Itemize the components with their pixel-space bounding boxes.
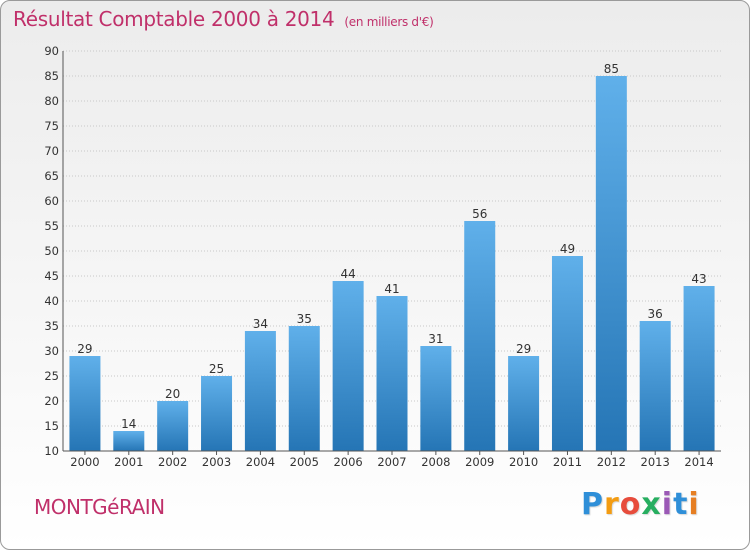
y-tick-label: 90 xyxy=(44,44,59,58)
x-tick-label: 2002 xyxy=(158,455,187,469)
logo-letter: t xyxy=(673,487,689,522)
value-label: 36 xyxy=(648,307,663,321)
value-label: 49 xyxy=(560,242,575,256)
value-label: 43 xyxy=(691,272,706,286)
y-tick-label: 50 xyxy=(44,244,59,258)
chart-title: Résultat Comptable 2000 à 2014 xyxy=(13,7,335,31)
bar-2001 xyxy=(113,431,145,451)
y-tick-label: 40 xyxy=(44,294,59,308)
bar-2009 xyxy=(464,221,496,451)
x-tick-label: 2004 xyxy=(246,455,275,469)
value-label: 29 xyxy=(516,342,531,356)
y-tick-label: 45 xyxy=(44,269,59,283)
value-label: 31 xyxy=(428,332,443,346)
x-tick-label: 2006 xyxy=(333,455,362,469)
bar-2000 xyxy=(69,356,101,451)
value-label: 14 xyxy=(121,417,136,431)
value-label: 29 xyxy=(77,342,92,356)
value-label: 85 xyxy=(604,62,619,76)
y-tick-label: 10 xyxy=(44,444,59,458)
y-tick-label: 25 xyxy=(44,369,59,383)
bar-2011 xyxy=(551,256,583,451)
x-tick-label: 2007 xyxy=(377,455,406,469)
y-tick-label: 15 xyxy=(44,419,59,433)
x-tick-label: 2013 xyxy=(641,455,670,469)
x-tick-label: 2009 xyxy=(465,455,494,469)
value-label: 20 xyxy=(165,387,180,401)
y-tick-label: 70 xyxy=(44,144,59,158)
logo-letter: i xyxy=(661,487,674,522)
value-label: 34 xyxy=(253,317,268,331)
bars: 29 14 20 25 34 35 44 41 31 56 29 49 85 36 43 xyxy=(69,62,715,451)
logo-letter: x xyxy=(641,487,662,522)
y-tick-label: 80 xyxy=(44,94,59,108)
proxiti-logo: Proxiti xyxy=(581,487,700,522)
bar-2007 xyxy=(376,296,408,451)
x-tick-label: 2000 xyxy=(70,455,99,469)
logo-letter: o xyxy=(619,487,642,522)
logo-letter: i xyxy=(688,487,700,522)
y-tick-label: 35 xyxy=(44,319,59,333)
value-label: 41 xyxy=(384,282,399,296)
logo-letter: P xyxy=(581,487,604,522)
chart-title-block: Résultat Comptable 2000 à 2014 (en millie… xyxy=(13,7,434,31)
commune-name: MONTGéRAIN xyxy=(34,495,165,519)
x-tick-label: 2011 xyxy=(553,455,582,469)
y-tick-label: 65 xyxy=(44,169,59,183)
bar-2013 xyxy=(639,321,671,451)
bar-2002 xyxy=(157,401,189,451)
axes: 10 15 20 25 30 35 40 45 50 55 60 65 70 75 80 85 90 2000 20… xyxy=(44,44,721,469)
value-label: 25 xyxy=(209,362,224,376)
y-tick-label: 30 xyxy=(44,344,59,358)
y-tick-label: 75 xyxy=(44,119,59,133)
bar-2014 xyxy=(683,286,715,451)
bar-2008 xyxy=(420,346,452,451)
value-label: 35 xyxy=(297,312,312,326)
y-tick-label: 85 xyxy=(44,69,59,83)
x-tick-label: 2003 xyxy=(202,455,231,469)
y-tick-label: 60 xyxy=(44,194,59,208)
bar-2005 xyxy=(288,326,320,451)
bar-2010 xyxy=(508,356,540,451)
value-label: 56 xyxy=(472,207,487,221)
y-tick-label: 55 xyxy=(44,219,59,233)
bar-2004 xyxy=(244,331,276,451)
bar-2006 xyxy=(332,281,364,451)
x-tick-label: 2005 xyxy=(290,455,319,469)
x-tick-label: 2010 xyxy=(509,455,538,469)
x-tick-label: 2001 xyxy=(114,455,143,469)
chart-subtitle: (en milliers d'€) xyxy=(344,15,434,29)
x-tick-label: 2008 xyxy=(421,455,450,469)
bar-2012 xyxy=(595,76,627,451)
logo-letter: r xyxy=(604,487,620,522)
bar-2003 xyxy=(201,376,233,451)
x-tick-label: 2014 xyxy=(684,455,713,469)
value-label: 44 xyxy=(340,267,355,281)
y-tick-label: 20 xyxy=(44,394,59,408)
x-tick-label: 2012 xyxy=(597,455,626,469)
